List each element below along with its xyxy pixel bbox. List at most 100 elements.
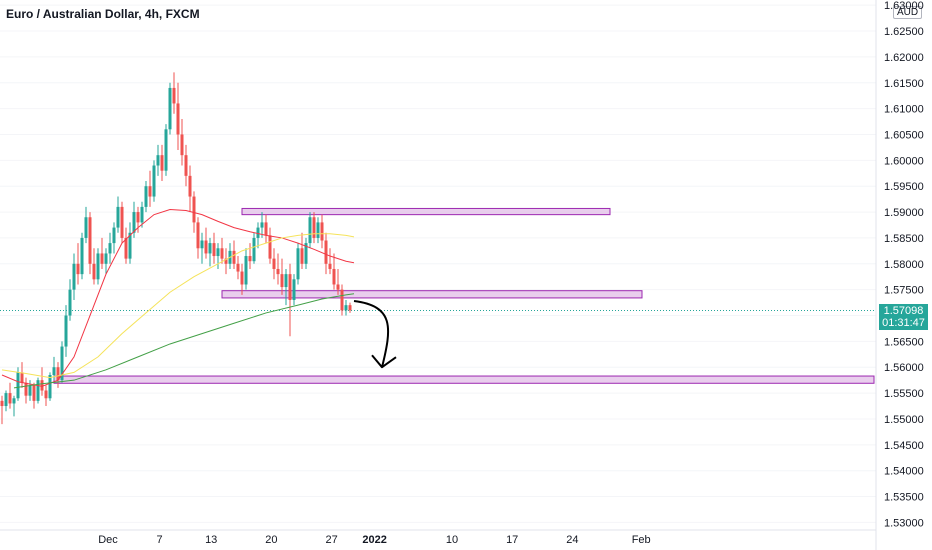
candle-body [196,222,200,249]
candle-body [128,232,132,259]
candle-body [292,279,296,300]
candle-body [260,222,264,228]
candle-body [88,217,92,264]
candle-body [268,235,272,259]
candle-body [4,393,8,407]
candle-body [236,263,240,272]
candle-body [312,217,316,238]
time-tick-label: 27 [325,534,337,546]
candle-body [284,274,288,288]
candle-body [68,289,72,316]
candle-body [212,243,216,257]
time-tick-label: Dec [98,534,118,546]
price-tick-label: 1.61000 [884,104,924,116]
candle-body [164,129,168,171]
candle-body [52,367,56,375]
chart-grid [0,4,876,523]
zone-box [241,207,611,216]
candle-body [44,390,48,399]
candle-body [20,372,24,383]
price-tick-label: 1.59500 [884,181,924,193]
moving-average-line [13,293,355,389]
candle-body [288,274,292,300]
price-tick-label: 1.55000 [884,414,924,426]
time-tick-label: Feb [632,534,651,546]
candle-body [172,87,176,104]
candle-body [16,372,20,399]
candle-body [32,385,36,401]
price-tick-label: 1.62500 [884,26,924,38]
candle-body [280,274,284,288]
price-tick-label: 1.60500 [884,129,924,141]
price-tick-label: 1.60000 [884,155,924,167]
candle-body [204,240,208,254]
candle-body [328,263,332,269]
candle-body [224,258,228,264]
candle-body [168,87,172,130]
annotations [353,300,397,369]
support-resistance-zones [53,207,875,384]
candle-body [28,385,32,396]
time-tick-label: 2022 [362,534,386,546]
candle-body [72,263,76,290]
candle-body [96,253,100,280]
candle-body [176,103,180,135]
price-tick-label: 1.56000 [884,362,924,374]
candle-body [296,248,300,280]
candle-body [76,263,80,275]
candle-body [100,253,104,264]
candle-body [308,217,312,244]
candle-body [36,380,40,401]
candle-body [336,284,340,290]
candle-body [24,382,28,396]
candle-body [252,237,256,262]
candle-body [180,134,184,156]
candle-body [188,175,192,197]
candle-body [124,237,128,259]
candle-body [40,380,44,391]
time-tick-label: 24 [566,534,578,546]
candle-body [256,227,260,238]
candlestick-series [0,72,352,425]
candle-body [112,227,116,244]
candle-body [48,375,52,399]
candle-body [104,253,108,264]
down-arrow [353,300,390,368]
time-axis: Dec 7 13 20 27 2022 10 17 24 Feb [0,529,876,546]
price-tick-label: 1.53000 [884,517,924,529]
candle-body [240,271,244,285]
candle-body [64,315,68,347]
candle-body [332,268,336,285]
candle-body [0,400,4,407]
price-tick-label: 1.58500 [884,233,924,245]
last-price-badge: 1.57098 01:31:47 [879,304,928,330]
time-tick-label: 7 [157,534,163,546]
candle-body [220,248,224,259]
candle-body [184,155,188,176]
candle-body [264,222,268,236]
price-tick-label: 1.63000 [884,0,924,12]
price-tick-label: 1.55500 [884,388,924,400]
candle-body [84,217,88,238]
candle-body [56,367,60,381]
price-tick-label: 1.54000 [884,466,924,478]
candle-body [200,240,204,249]
candle-body [148,186,152,197]
candle-body [300,248,304,264]
moving-average-line [1,233,355,379]
candle-body [216,248,220,257]
candle-body [140,206,144,223]
time-tick-label: 17 [506,534,518,546]
price-tick-label: 1.59000 [884,207,924,219]
candle-body [132,212,136,233]
moving-averages [1,208,355,389]
candle-body [80,237,84,275]
price-tick-label: 1.57500 [884,285,924,297]
candle-body [120,206,124,238]
currency-label[interactable]: AUD [893,6,923,19]
candle-body [304,243,308,264]
candle-body [152,165,156,197]
candle-body [276,268,280,275]
candle-body [340,289,344,311]
